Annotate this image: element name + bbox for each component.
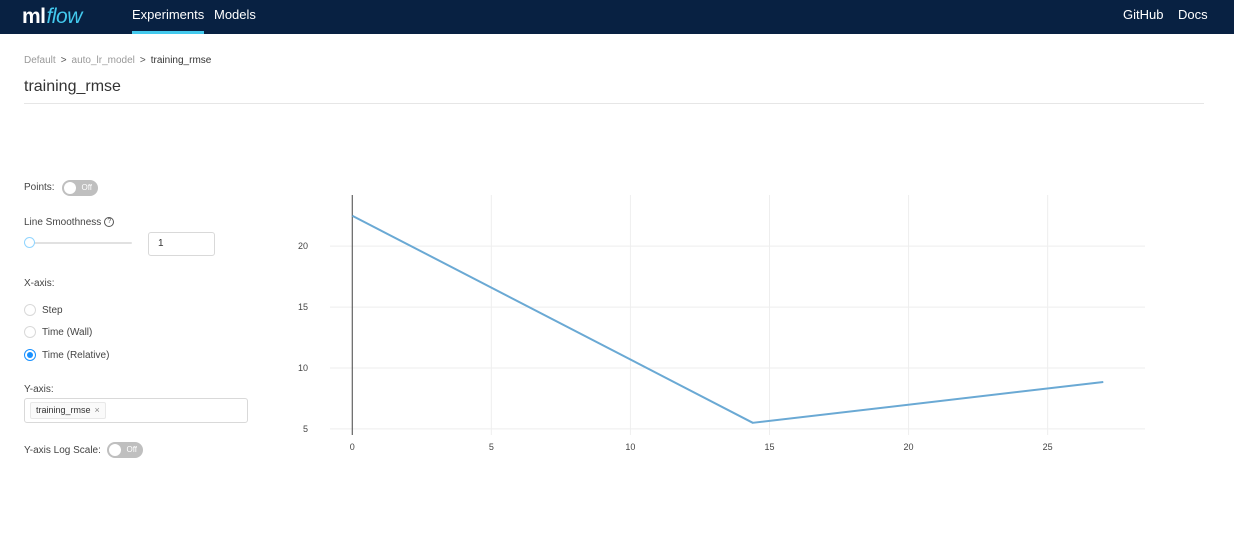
series-line	[351, 214, 1104, 424]
smoothness-input[interactable]: 1	[148, 232, 215, 256]
nav-models[interactable]: Models	[214, 7, 256, 22]
logo-flow-text: flow	[46, 5, 83, 28]
xaxis-option-time-wall[interactable]: Time (Wall)	[42, 327, 93, 338]
line-smoothness-text: Line Smoothness	[24, 217, 102, 228]
breadcrumb-item-current: training_rmse	[150, 55, 212, 66]
x-tick-label: 5	[489, 442, 494, 452]
x-tick-label: 20	[904, 442, 914, 452]
y-tick-label: 10	[298, 363, 308, 373]
yaxis-select[interactable]: training_rmse ×	[24, 398, 248, 423]
breadcrumb-separator-icon: >	[60, 55, 67, 66]
line-smoothness-label: Line Smoothness?	[24, 217, 115, 228]
xaxis-radio-time-relative[interactable]	[24, 349, 36, 361]
question-circle-icon[interactable]: ?	[104, 217, 115, 228]
breadcrumb-item-run[interactable]: auto_lr_model	[71, 55, 135, 66]
breadcrumb-item-default[interactable]: Default	[24, 55, 56, 66]
nav-docs[interactable]: Docs	[1178, 7, 1208, 22]
metric-line-chart[interactable]: 0 5 10 15 20 25 5 10 15 20	[280, 190, 1170, 470]
xaxis-label: X-axis:	[24, 278, 55, 289]
toggle-knob	[109, 444, 121, 456]
top-nav-bar: ml flow Experiments Models GitHub Docs	[0, 0, 1234, 34]
nav-experiments[interactable]: Experiments	[132, 0, 205, 34]
y-tick-label: 5	[303, 424, 308, 434]
close-icon[interactable]: ×	[94, 405, 100, 415]
breadcrumb: Default > auto_lr_model > training_rmse	[24, 55, 211, 66]
y-tick-label: 15	[298, 302, 308, 312]
xaxis-radio-time-wall[interactable]	[24, 326, 36, 338]
xaxis-option-step[interactable]: Step	[42, 305, 63, 316]
smoothness-slider-track[interactable]	[24, 242, 132, 244]
x-tick-label: 25	[1043, 442, 1053, 452]
yaxis-label: Y-axis:	[24, 384, 54, 395]
header-divider	[24, 103, 1204, 104]
breadcrumb-separator-icon: >	[139, 55, 146, 66]
logo-ml-text: ml	[22, 5, 46, 28]
xaxis-radio-step[interactable]	[24, 304, 36, 316]
points-label: Points:	[24, 182, 55, 193]
points-toggle-label: Off	[81, 183, 92, 192]
nav-github[interactable]: GitHub	[1123, 7, 1164, 22]
page-title: training_rmse	[24, 78, 121, 95]
y-tick-label: 20	[298, 241, 308, 251]
x-tick-label: 15	[764, 442, 774, 452]
toggle-knob	[64, 182, 76, 194]
log-scale-toggle-label: Off	[126, 445, 137, 454]
yaxis-tag: training_rmse ×	[30, 402, 106, 419]
x-tick-label: 0	[350, 442, 355, 452]
points-toggle[interactable]: Off	[62, 180, 98, 196]
smoothness-slider-handle[interactable]	[24, 237, 35, 248]
log-scale-label: Y-axis Log Scale:	[24, 445, 101, 456]
x-tick-label: 10	[625, 442, 635, 452]
yaxis-tag-label: training_rmse	[36, 405, 91, 415]
mlflow-logo[interactable]: ml flow	[22, 0, 82, 34]
log-scale-toggle[interactable]: Off	[107, 442, 143, 458]
xaxis-option-time-relative[interactable]: Time (Relative)	[42, 350, 110, 361]
